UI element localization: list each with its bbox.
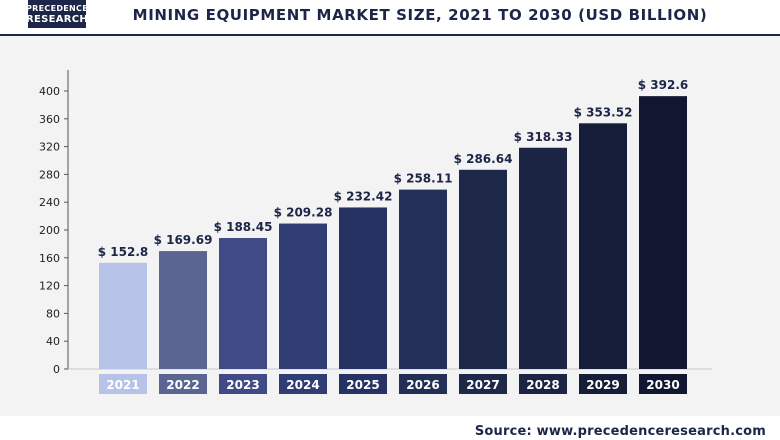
y-tick-label: 200 — [39, 224, 60, 237]
category-tile — [159, 374, 207, 394]
y-tick-label: 120 — [39, 280, 60, 293]
y-tick-label: 320 — [39, 141, 60, 154]
category-tile — [579, 374, 627, 394]
data-label: $ 188.45 — [214, 220, 273, 234]
logo-line-2: RESEARCH — [25, 14, 89, 25]
category-tile — [99, 374, 147, 394]
data-label: $ 353.52 — [574, 105, 633, 119]
y-tick-label: 160 — [39, 252, 60, 265]
logo-line-1: PRECEDENCE — [26, 4, 88, 13]
bar-2025 — [339, 207, 387, 369]
data-label: $ 169.69 — [154, 233, 213, 247]
x-tick-label: 2029 — [586, 378, 619, 392]
category-tile — [219, 374, 267, 394]
category-tile — [339, 374, 387, 394]
x-tick-label: 2027 — [466, 378, 499, 392]
data-label: $ 392.6 — [638, 78, 688, 92]
category-tile — [639, 374, 687, 394]
x-tick-label: 2024 — [286, 378, 319, 392]
data-label: $ 209.28 — [274, 206, 333, 220]
x-tick-label: 2022 — [166, 378, 199, 392]
x-tick-label: 2030 — [646, 378, 679, 392]
chart-header: PRECEDENCE RESEARCH MINING EQUIPMENT MAR… — [0, 0, 780, 36]
chart-title: MINING EQUIPMENT MARKET SIZE, 2021 TO 20… — [132, 6, 708, 24]
y-tick-label: 240 — [39, 196, 60, 209]
data-label: $ 232.42 — [334, 189, 393, 203]
data-label: $ 152.8 — [98, 245, 148, 259]
bar-2026 — [399, 189, 447, 369]
y-tick-label: 360 — [39, 113, 60, 126]
bar-2023 — [219, 238, 267, 369]
category-tile — [279, 374, 327, 394]
data-label: $ 258.11 — [394, 172, 453, 186]
bar-2027 — [459, 169, 507, 369]
x-tick-label: 2025 — [346, 378, 379, 392]
category-tile — [519, 374, 567, 394]
y-tick-label: 80 — [46, 307, 60, 320]
y-tick-label: 400 — [39, 85, 60, 98]
bar-2024 — [279, 223, 327, 369]
bar-2029 — [579, 123, 627, 370]
data-label: $ 318.33 — [514, 130, 573, 144]
y-tick-label: 280 — [39, 168, 60, 181]
category-tile — [399, 374, 447, 394]
bar-2022 — [159, 251, 207, 369]
x-tick-label: 2021 — [106, 378, 139, 392]
y-tick-label: 0 — [53, 363, 60, 376]
bar-2028 — [519, 147, 567, 369]
x-tick-label: 2028 — [526, 378, 559, 392]
bar-2021 — [99, 262, 147, 369]
precedence-research-logo: PRECEDENCE RESEARCH — [25, 0, 89, 28]
x-tick-label: 2026 — [406, 378, 439, 392]
bar-2030 — [639, 96, 687, 369]
category-tile — [459, 374, 507, 394]
x-tick-label: 2023 — [226, 378, 259, 392]
data-label: $ 286.64 — [454, 152, 513, 166]
y-tick-label: 40 — [46, 335, 60, 348]
source-credit[interactable]: Source: www.precedenceresearch.com — [474, 424, 766, 439]
